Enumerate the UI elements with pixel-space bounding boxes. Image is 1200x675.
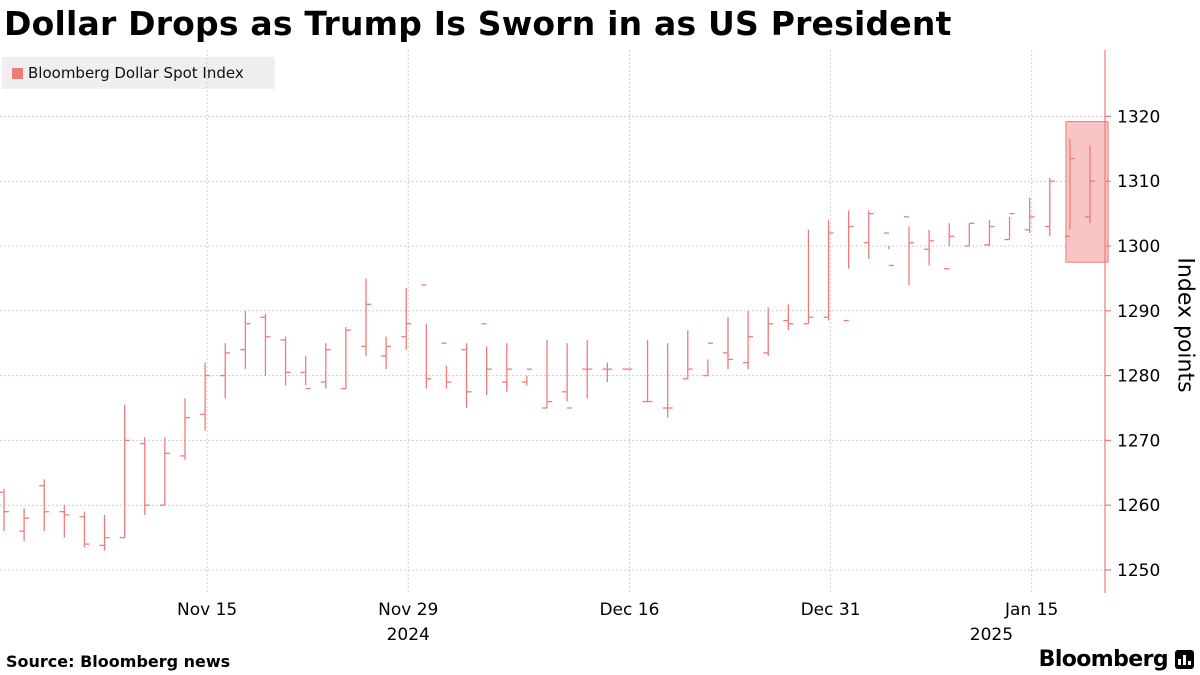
source-note: Source: Bloomberg news xyxy=(6,652,231,671)
x-tick-label: Nov 15 xyxy=(177,600,237,620)
legend: Bloomberg Dollar Spot Index xyxy=(2,57,275,89)
highlight-box xyxy=(1065,121,1109,263)
x-year-label: 2025 xyxy=(970,625,1013,645)
x-tick-label: Dec 16 xyxy=(599,600,659,620)
x-tick-label: Dec 31 xyxy=(801,600,861,620)
x-year-label: 2024 xyxy=(387,625,430,645)
y-tick-label: 1260 xyxy=(1117,496,1160,516)
x-tick-label: Jan 15 xyxy=(1004,600,1058,620)
y-tick-label: 1280 xyxy=(1117,367,1160,387)
y-tick-label: 1250 xyxy=(1117,561,1160,581)
y-tick-label: 1320 xyxy=(1117,107,1160,127)
brand-logo: Bloomberg xyxy=(1038,647,1169,672)
y-axis-label: Index points xyxy=(1165,245,1200,405)
legend-swatch xyxy=(12,67,23,79)
x-tick-label: Nov 29 xyxy=(378,600,438,620)
chart-title: Dollar Drops as Trump Is Sworn in as US … xyxy=(4,4,952,43)
y-tick-label: 1290 xyxy=(1117,302,1160,322)
y-tick-label: 1310 xyxy=(1117,172,1160,192)
y-tick-label: 1270 xyxy=(1117,431,1160,451)
y-tick-label: 1300 xyxy=(1117,237,1160,257)
y-axis-label-text: Index points xyxy=(1172,257,1198,393)
legend-label: Bloomberg Dollar Spot Index xyxy=(28,64,244,82)
bloomberg-bars-icon xyxy=(1175,650,1194,669)
